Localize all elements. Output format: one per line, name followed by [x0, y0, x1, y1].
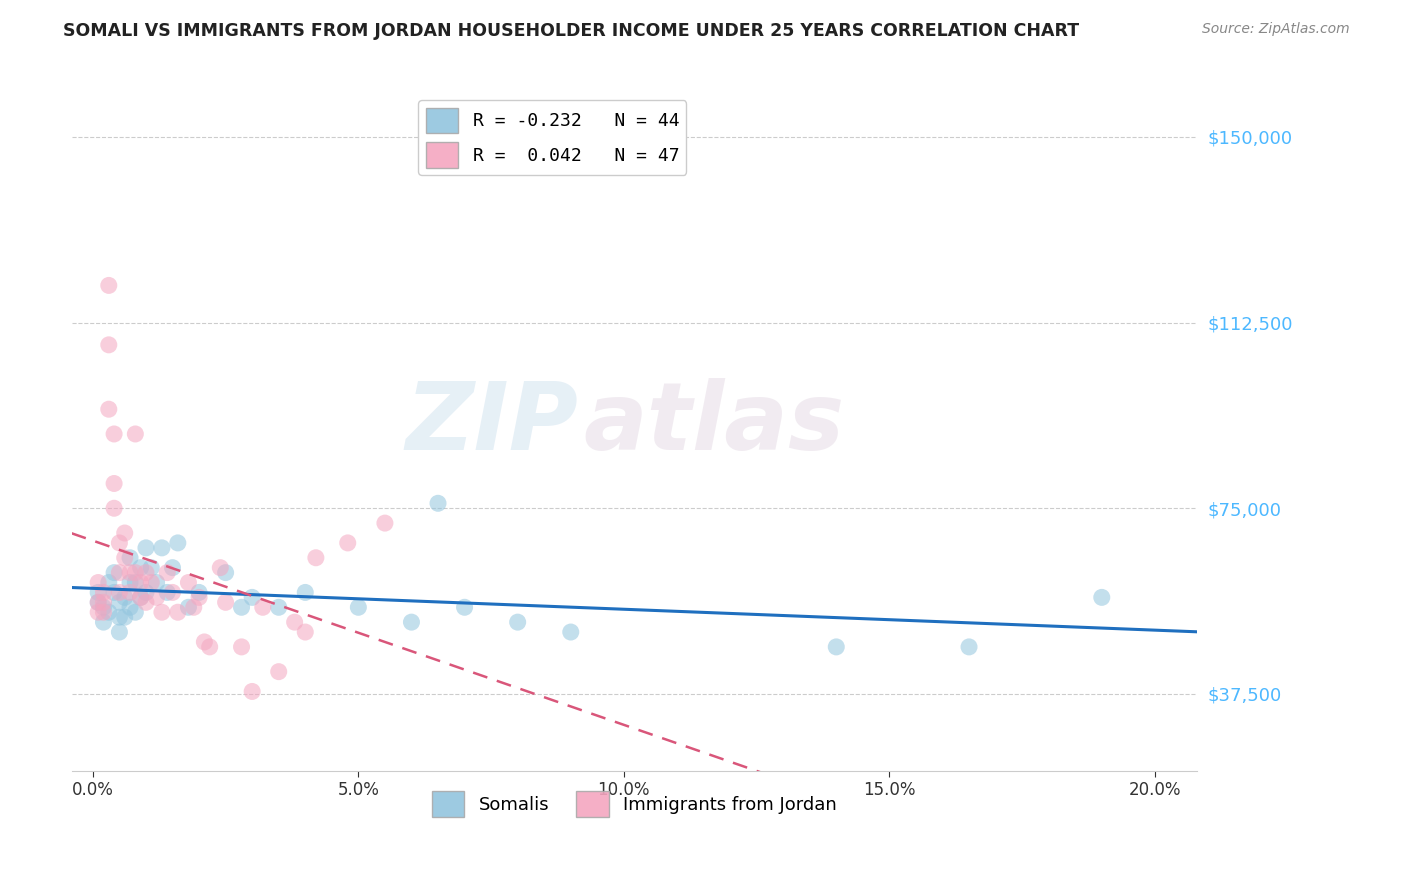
Point [231, 600, 253, 615]
Point [162, 560, 184, 574]
Point [114, 610, 136, 624]
Point [141, 575, 163, 590]
Point [103, 501, 125, 516]
Point [114, 591, 136, 605]
Point [97, 338, 120, 352]
Point [135, 595, 157, 609]
Point [188, 591, 211, 605]
Point [347, 600, 370, 615]
Point [198, 640, 221, 654]
Point [108, 610, 131, 624]
Point [124, 427, 146, 442]
Point [177, 575, 200, 590]
Point [231, 640, 253, 654]
Point [150, 541, 173, 555]
Point [267, 600, 290, 615]
Point [957, 640, 980, 654]
Point [103, 566, 125, 580]
Point [118, 575, 141, 590]
Point [825, 640, 848, 654]
Point [401, 615, 423, 629]
Point [93, 615, 115, 629]
Point [97, 278, 120, 293]
Point [560, 625, 582, 640]
Point [103, 427, 125, 442]
Legend: Somalis, Immigrants from Jordan: Somalis, Immigrants from Jordan [425, 784, 845, 824]
Point [93, 595, 115, 609]
Point [129, 575, 152, 590]
Point [129, 591, 152, 605]
Point [145, 575, 167, 590]
Point [124, 605, 146, 619]
Point [87, 585, 110, 599]
Point [267, 665, 290, 679]
Point [188, 585, 211, 599]
Point [87, 575, 110, 590]
Point [374, 516, 396, 530]
Point [145, 591, 167, 605]
Point [240, 684, 263, 698]
Point [135, 541, 157, 555]
Point [252, 600, 274, 615]
Point [103, 476, 125, 491]
Text: SOMALI VS IMMIGRANTS FROM JORDAN HOUSEHOLDER INCOME UNDER 25 YEARS CORRELATION C: SOMALI VS IMMIGRANTS FROM JORDAN HOUSEHO… [63, 22, 1080, 40]
Point [336, 536, 359, 550]
Point [97, 575, 120, 590]
Point [135, 566, 157, 580]
Point [108, 595, 131, 609]
Point [129, 591, 152, 605]
Point [108, 585, 131, 599]
Point [97, 402, 120, 417]
Point [103, 585, 125, 599]
Point [305, 550, 328, 565]
Point [506, 615, 529, 629]
Point [453, 600, 475, 615]
Text: atlas: atlas [583, 378, 845, 470]
Point [87, 605, 110, 619]
Point [124, 566, 146, 580]
Point [93, 585, 115, 599]
Point [141, 560, 163, 574]
Point [118, 550, 141, 565]
Point [294, 625, 316, 640]
Point [114, 526, 136, 541]
Point [124, 575, 146, 590]
Point [93, 605, 115, 619]
Point [294, 585, 316, 599]
Point [150, 605, 173, 619]
Point [214, 595, 236, 609]
Point [108, 625, 131, 640]
Point [129, 560, 152, 574]
Point [156, 566, 179, 580]
Text: Source: ZipAtlas.com: Source: ZipAtlas.com [1202, 22, 1350, 37]
Point [427, 496, 450, 510]
Point [118, 585, 141, 599]
Point [97, 605, 120, 619]
Point [114, 550, 136, 565]
Text: ZIP: ZIP [405, 378, 578, 470]
Point [177, 600, 200, 615]
Point [118, 600, 141, 615]
Point [214, 566, 236, 580]
Point [87, 595, 110, 609]
Point [193, 635, 215, 649]
Point [156, 585, 179, 599]
Point [108, 536, 131, 550]
Point [162, 585, 184, 599]
Point [108, 566, 131, 580]
Point [135, 585, 157, 599]
Point [166, 605, 188, 619]
Point [87, 595, 110, 609]
Point [284, 615, 307, 629]
Point [183, 600, 205, 615]
Point [209, 560, 232, 574]
Point [1091, 591, 1114, 605]
Point [166, 536, 188, 550]
Point [240, 591, 263, 605]
Point [93, 600, 115, 615]
Point [118, 566, 141, 580]
